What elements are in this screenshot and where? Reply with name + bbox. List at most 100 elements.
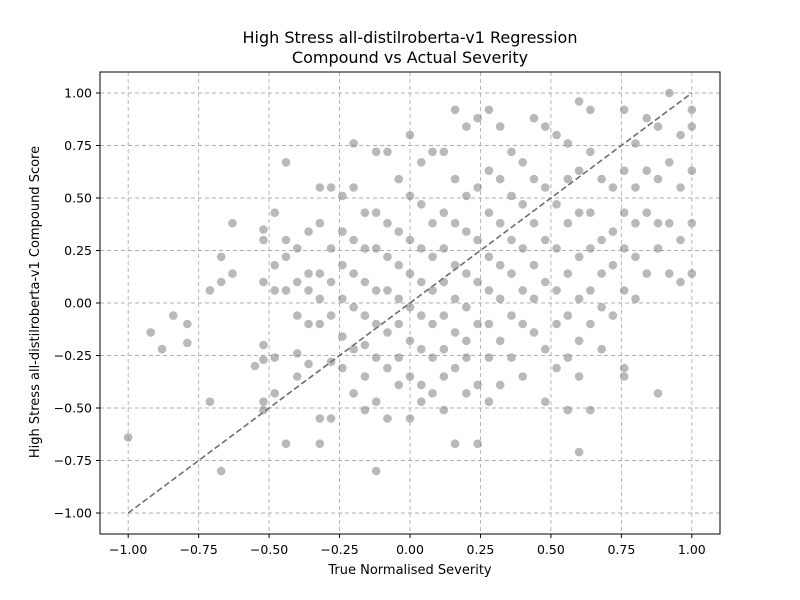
data-point bbox=[507, 269, 516, 278]
data-point bbox=[462, 122, 471, 131]
data-point bbox=[259, 405, 268, 415]
data-point bbox=[484, 397, 494, 407]
data-point bbox=[216, 466, 226, 476]
data-point bbox=[563, 174, 573, 184]
data-point bbox=[540, 277, 550, 287]
data-point bbox=[631, 252, 640, 262]
data-point bbox=[315, 218, 325, 228]
data-point bbox=[439, 372, 449, 381]
data-point bbox=[281, 252, 291, 262]
data-point bbox=[315, 183, 325, 192]
data-point bbox=[664, 269, 674, 278]
data-point bbox=[586, 319, 595, 329]
data-point bbox=[563, 269, 573, 278]
data-point bbox=[450, 328, 460, 337]
data-point bbox=[292, 372, 302, 381]
data-point bbox=[608, 183, 618, 192]
data-point bbox=[183, 319, 192, 329]
data-point bbox=[292, 349, 302, 358]
data-point bbox=[394, 319, 404, 329]
data-point bbox=[676, 235, 685, 245]
data-point bbox=[405, 191, 415, 201]
data-point bbox=[619, 208, 629, 217]
data-point bbox=[473, 277, 482, 287]
data-point bbox=[405, 414, 415, 423]
data-point bbox=[495, 174, 505, 184]
data-point bbox=[371, 286, 381, 295]
data-point bbox=[315, 294, 325, 304]
data-point bbox=[383, 218, 392, 228]
data-point bbox=[360, 244, 370, 253]
data-point bbox=[664, 88, 674, 98]
data-point bbox=[642, 208, 652, 217]
data-point bbox=[270, 353, 280, 362]
data-point bbox=[371, 244, 381, 253]
chart-title: High Stress all-distilroberta-v1 Regress… bbox=[243, 28, 578, 67]
data-point bbox=[664, 218, 674, 228]
data-point bbox=[428, 389, 437, 398]
y-tick-label: 0.00 bbox=[64, 296, 92, 311]
data-point bbox=[473, 439, 482, 449]
data-point bbox=[687, 166, 697, 175]
data-point bbox=[326, 244, 336, 253]
y-tick-label: −0.25 bbox=[54, 348, 92, 363]
data-point bbox=[123, 433, 133, 442]
data-point bbox=[383, 363, 392, 373]
data-point bbox=[495, 336, 505, 346]
data-point bbox=[529, 218, 539, 228]
data-point bbox=[518, 158, 528, 167]
data-point bbox=[304, 286, 313, 295]
data-point bbox=[586, 405, 595, 415]
data-point bbox=[608, 227, 618, 236]
data-point bbox=[631, 218, 640, 228]
data-point bbox=[529, 260, 539, 270]
data-point bbox=[574, 166, 584, 175]
data-point bbox=[518, 200, 528, 209]
data-point bbox=[259, 225, 268, 234]
data-point bbox=[371, 397, 381, 407]
data-point bbox=[540, 183, 550, 192]
data-point bbox=[518, 319, 528, 329]
data-point bbox=[281, 439, 291, 449]
data-point bbox=[619, 286, 629, 295]
y-tick-label: 0.50 bbox=[64, 191, 92, 206]
data-point bbox=[338, 332, 347, 341]
data-point bbox=[484, 286, 494, 295]
data-point bbox=[416, 200, 426, 209]
data-point bbox=[687, 269, 697, 278]
y-axis-ticks: −1.00 −0.75 −0.50 −0.25 0.00 0.25 0.50 0.75 1.00 bbox=[54, 86, 100, 521]
data-point bbox=[450, 439, 460, 449]
data-point bbox=[360, 208, 370, 217]
data-point bbox=[586, 147, 595, 157]
data-point bbox=[205, 286, 215, 295]
x-axis-label: True Normalised Severity bbox=[327, 563, 492, 578]
data-point bbox=[183, 338, 192, 348]
data-point bbox=[338, 191, 347, 201]
data-point bbox=[439, 277, 449, 287]
data-point bbox=[462, 353, 471, 362]
data-point bbox=[304, 269, 313, 278]
data-point bbox=[326, 277, 336, 287]
data-point bbox=[631, 183, 640, 192]
data-point bbox=[484, 353, 494, 362]
data-point bbox=[597, 235, 606, 245]
data-point bbox=[371, 208, 381, 217]
data-point bbox=[360, 340, 370, 350]
data-point bbox=[563, 405, 573, 415]
data-point bbox=[574, 336, 584, 346]
x-axis-ticks: −1.00 −0.75 −0.50 −0.25 0.00 0.25 0.50 0.75 1.00 bbox=[109, 534, 706, 557]
data-point bbox=[383, 414, 392, 423]
data-point bbox=[270, 260, 280, 270]
data-point bbox=[552, 286, 561, 295]
data-points bbox=[123, 88, 697, 476]
data-point bbox=[529, 174, 539, 184]
data-point bbox=[552, 130, 561, 140]
data-point bbox=[631, 139, 640, 148]
data-point bbox=[507, 147, 516, 157]
y-tick-label: −1.00 bbox=[54, 506, 92, 521]
data-point bbox=[326, 183, 336, 192]
data-point bbox=[270, 286, 280, 295]
data-point bbox=[228, 218, 237, 228]
data-point bbox=[349, 235, 358, 245]
